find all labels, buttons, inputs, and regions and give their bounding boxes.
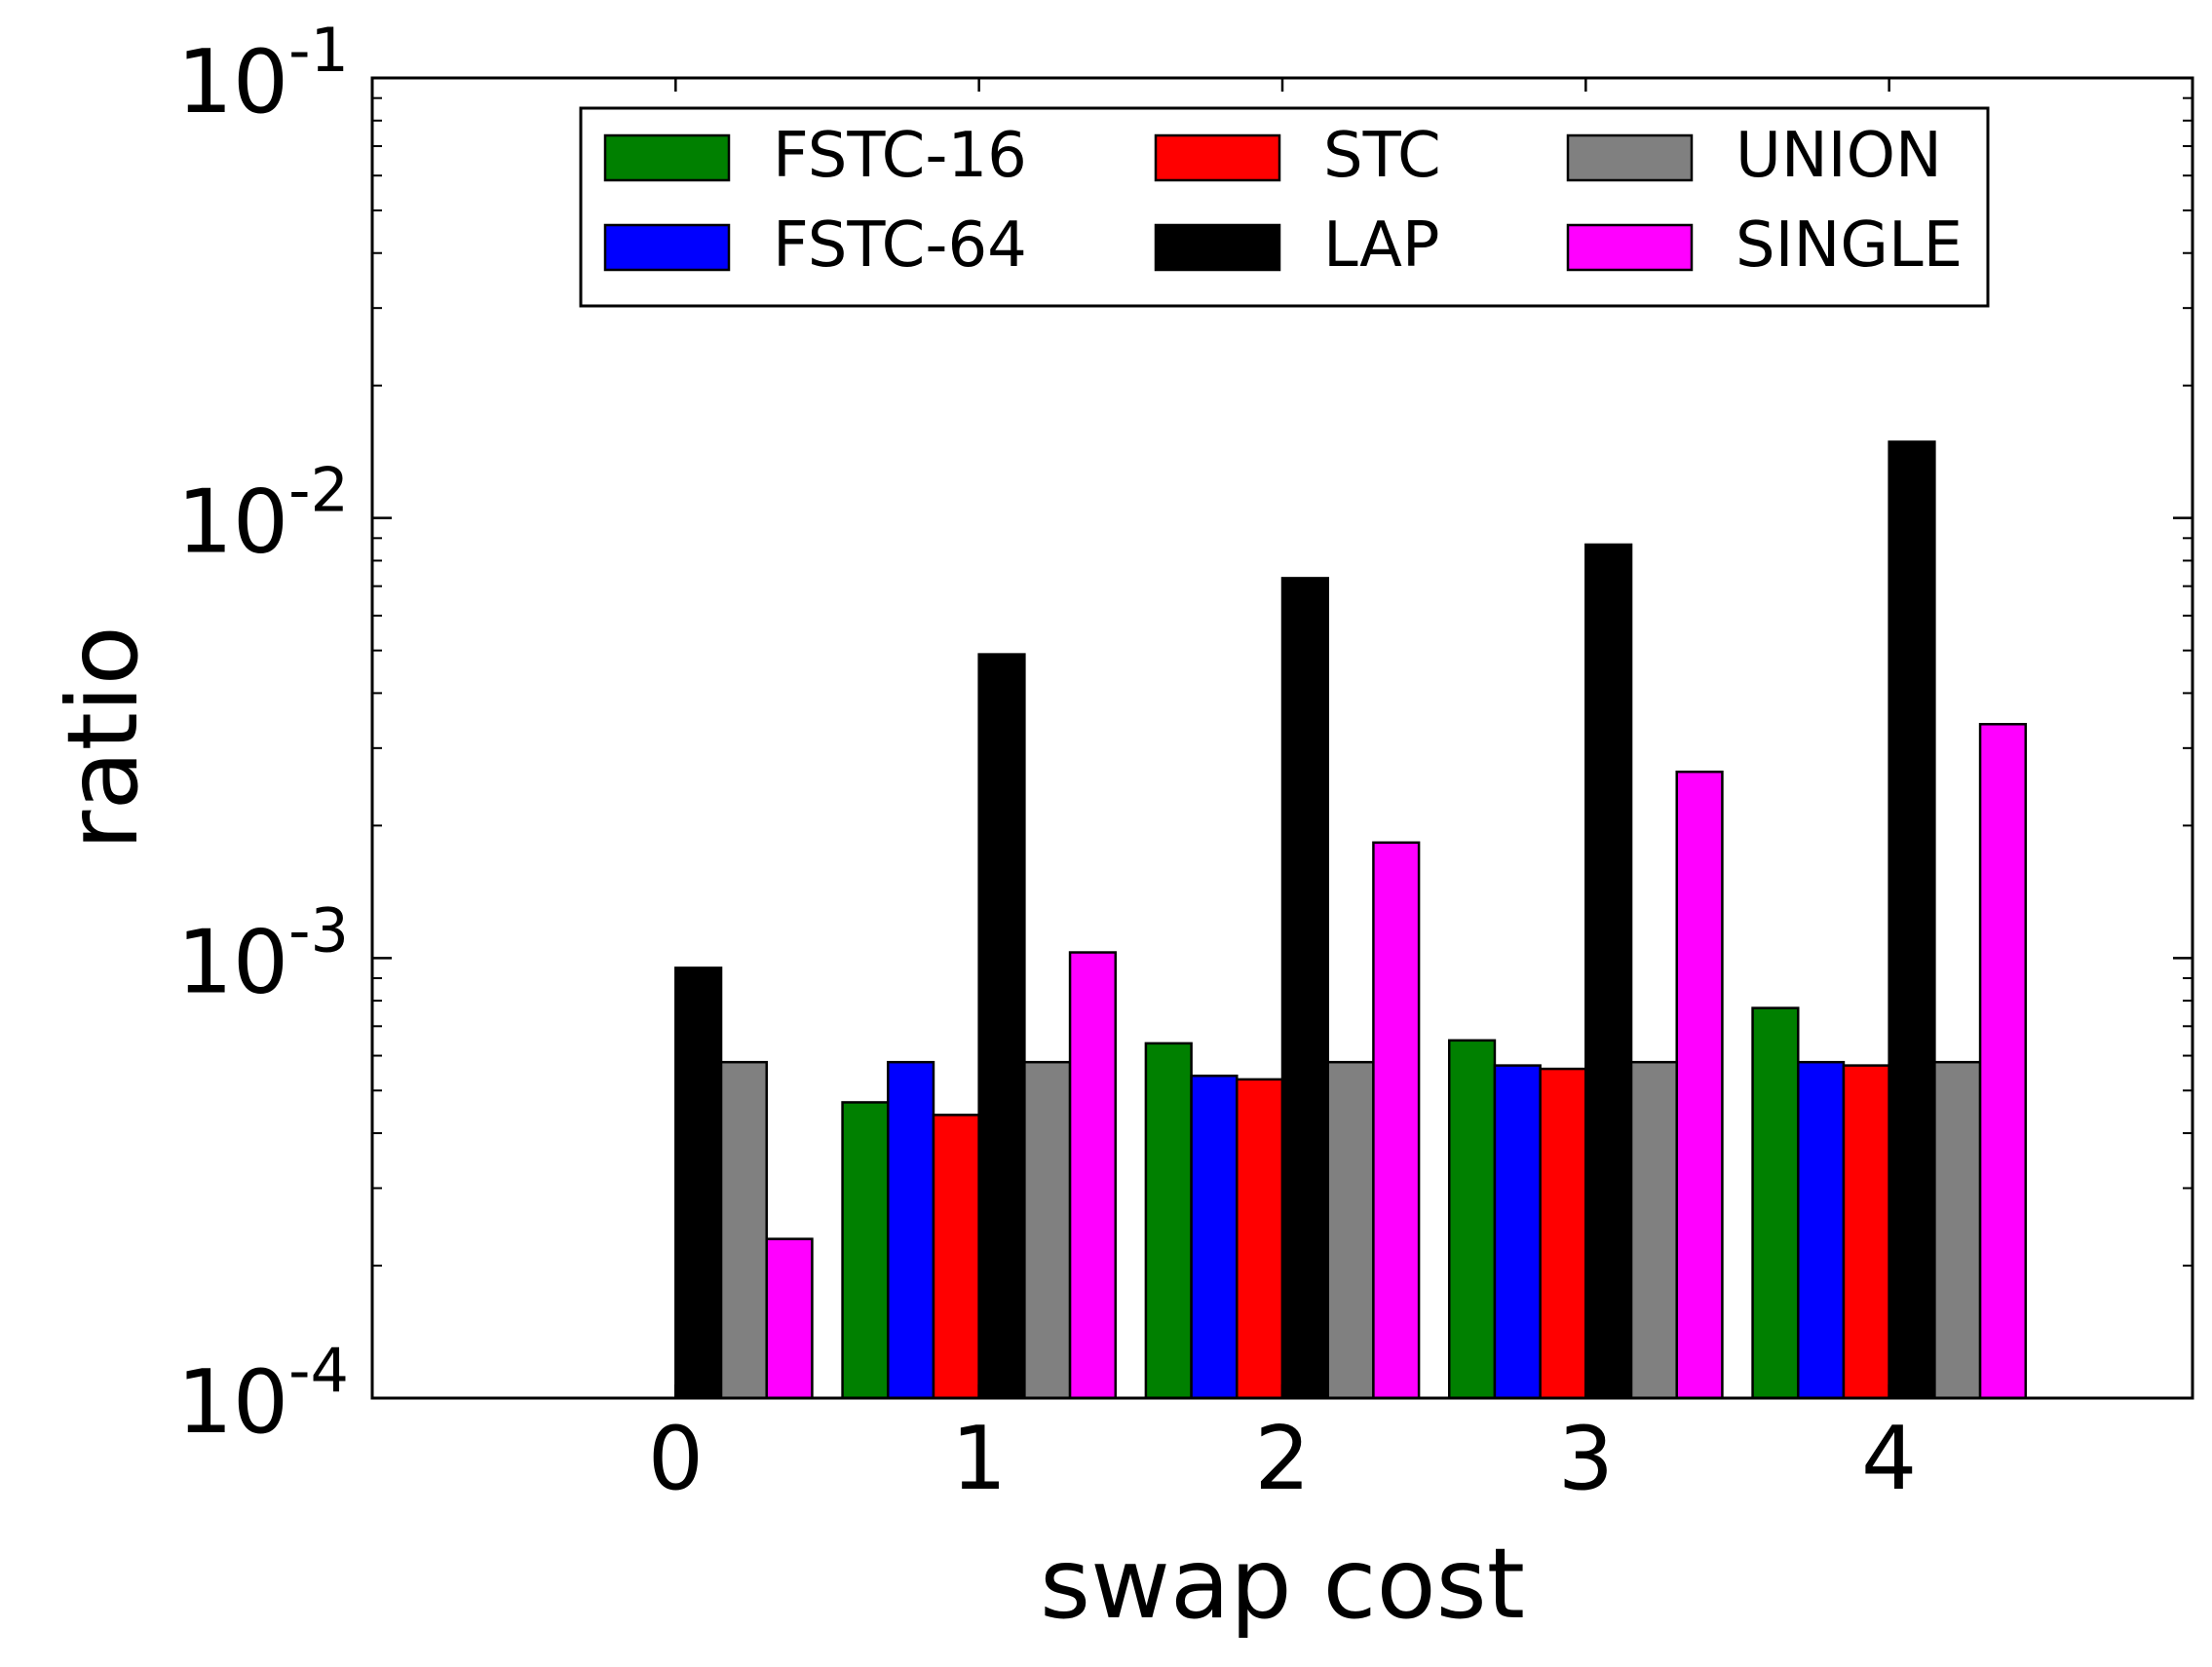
legend-swatch-fstc-16 bbox=[603, 133, 731, 182]
legend-label-single: SINGLE bbox=[1735, 209, 1963, 282]
y-tick-label: 10-1 bbox=[177, 15, 349, 133]
bar-lap-4 bbox=[1888, 440, 1936, 1400]
bar-stc-2 bbox=[1236, 1078, 1284, 1400]
plot-frame bbox=[370, 76, 2194, 1400]
legend-swatch-stc bbox=[1154, 133, 1281, 182]
bar-fstc-16-4 bbox=[1751, 1006, 1800, 1400]
bar-single-2 bbox=[1372, 841, 1421, 1400]
x-axis-label: swap cost bbox=[1040, 1527, 1525, 1641]
bar-union-4 bbox=[1933, 1060, 1982, 1400]
bar-stc-1 bbox=[932, 1114, 980, 1400]
bar-lap-3 bbox=[1584, 543, 1633, 1400]
legend-label-fstc-64: FSTC-64 bbox=[773, 209, 1027, 282]
x-tick-label: 2 bbox=[1254, 1408, 1310, 1510]
bar-fstc-16-2 bbox=[1144, 1042, 1193, 1400]
x-tick-label: 1 bbox=[951, 1408, 1007, 1510]
x-tick-label: 0 bbox=[648, 1408, 704, 1510]
x-tick-label: 4 bbox=[1861, 1408, 1917, 1510]
legend-swatch-lap bbox=[1154, 223, 1281, 272]
bar-fstc-16-1 bbox=[841, 1101, 890, 1400]
bar-single-1 bbox=[1068, 951, 1118, 1400]
bar-stc-4 bbox=[1842, 1064, 1890, 1400]
y-axis-label: ratio bbox=[46, 625, 160, 851]
bar-union-2 bbox=[1326, 1060, 1375, 1400]
legend-swatch-fstc-64 bbox=[603, 223, 731, 272]
bar-union-3 bbox=[1629, 1060, 1678, 1400]
bar-lap-1 bbox=[977, 653, 1026, 1400]
bar-lap-0 bbox=[674, 966, 723, 1400]
y-tick-label: 10-3 bbox=[177, 894, 349, 1013]
bar-union-0 bbox=[719, 1060, 768, 1400]
legend-label-fstc-16: FSTC-16 bbox=[773, 120, 1027, 192]
legend-swatch-single bbox=[1566, 223, 1694, 272]
bar-single-4 bbox=[1978, 723, 2028, 1400]
bar-single-3 bbox=[1675, 770, 1724, 1400]
legend: FSTC-16 FSTC-64 STC LAP UNION SINGLE bbox=[579, 106, 1990, 308]
bar-union-1 bbox=[1023, 1060, 1072, 1400]
legend-swatch-union bbox=[1566, 133, 1694, 182]
legend-box bbox=[579, 106, 1990, 308]
bar-fstc-64-3 bbox=[1493, 1064, 1542, 1400]
bar-stc-3 bbox=[1539, 1067, 1587, 1400]
bar-fstc-64-2 bbox=[1190, 1074, 1239, 1400]
bars-layer bbox=[674, 440, 2028, 1400]
y-tick-label: 10-2 bbox=[177, 455, 349, 574]
legend-label-lap: LAP bbox=[1323, 209, 1440, 282]
bar-lap-2 bbox=[1280, 577, 1329, 1400]
legend-label-stc: STC bbox=[1323, 120, 1441, 192]
legend-label-union: UNION bbox=[1735, 120, 1942, 192]
y-tick-label: 10-4 bbox=[177, 1335, 349, 1454]
bar-fstc-64-1 bbox=[887, 1060, 935, 1400]
bar-fstc-64-4 bbox=[1797, 1060, 1846, 1400]
bar-fstc-16-3 bbox=[1447, 1039, 1497, 1400]
bar-single-0 bbox=[765, 1237, 814, 1400]
x-tick-label: 3 bbox=[1558, 1408, 1614, 1510]
